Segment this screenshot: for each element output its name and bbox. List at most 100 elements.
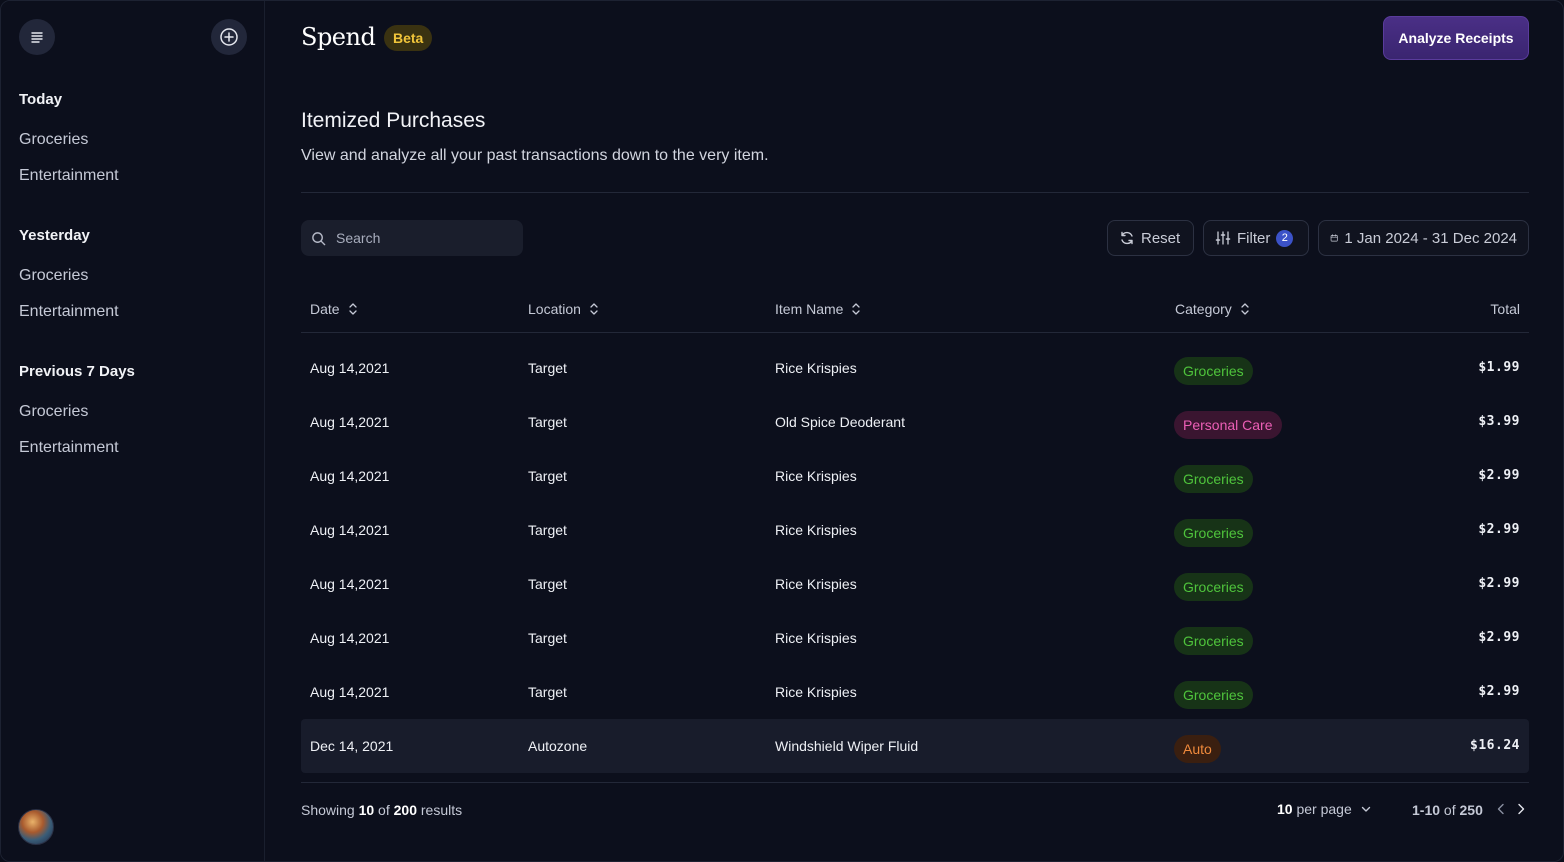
per-page-select[interactable]: 10 per page <box>1277 801 1372 817</box>
cell-item-name: Rice Krispies <box>775 684 857 700</box>
filter-count-badge: 2 <box>1276 229 1294 247</box>
search-input[interactable] <box>336 230 496 246</box>
table-row[interactable]: Aug 14,2021 Target Rice Krispies Groceries $… <box>301 557 1529 611</box>
cell-location: Target <box>528 468 567 484</box>
filter-label: Filter <box>1237 229 1271 247</box>
column-header-date[interactable]: Date <box>310 301 358 317</box>
cell-total: $2.99 <box>1478 468 1520 483</box>
table-body: Aug 14,2021 Target Rice Krispies Groceries $… <box>301 333 1529 773</box>
column-label: Category <box>1175 301 1232 317</box>
avatar[interactable] <box>18 809 54 845</box>
menu-button[interactable] <box>19 19 55 55</box>
cell-total: $3.99 <box>1478 414 1520 429</box>
reset-button[interactable]: Reset <box>1107 220 1194 256</box>
showing-count: 10 <box>358 802 375 818</box>
column-header-category[interactable]: Category <box>1175 301 1250 317</box>
table-divider <box>301 782 1529 783</box>
refresh-icon <box>1121 231 1133 245</box>
column-label: Total <box>1490 301 1520 317</box>
showing-prefix: Showing <box>301 802 359 818</box>
cell-location: Autozone <box>528 738 588 754</box>
cell-item-name: Rice Krispies <box>775 576 857 592</box>
table-row[interactable]: Aug 14,2021 Target Rice Krispies Groceries $… <box>301 665 1529 719</box>
column-header-location[interactable]: Location <box>528 301 599 317</box>
sidebar-group-today: Today Groceries Entertainment <box>19 91 119 184</box>
cell-date: Aug 14,2021 <box>310 414 390 430</box>
sidebar-heading: Today <box>19 91 63 108</box>
cell-item-name: Old Spice Deoderant <box>775 414 905 430</box>
sort-icon <box>590 303 598 315</box>
cell-total: $2.99 <box>1478 684 1520 699</box>
sort-icon <box>1241 303 1249 315</box>
plus-circle-icon <box>220 28 238 46</box>
range-total: 250 <box>1459 802 1483 818</box>
category-badge: Auto <box>1174 735 1221 763</box>
menu-icon <box>31 32 43 43</box>
table-row[interactable]: Aug 14,2021 Target Rice Krispies Groceries $… <box>301 341 1529 395</box>
purchases-table: Date Location Item Name Category Total A… <box>301 287 1529 773</box>
sidebar-item-groceries[interactable]: Groceries <box>19 403 89 420</box>
category-badge: Groceries <box>1174 357 1253 385</box>
previous-page-button[interactable] <box>1495 802 1507 819</box>
per-page-label: per page <box>1296 801 1352 817</box>
category-badge: Groceries <box>1174 627 1253 655</box>
category-badge: Groceries <box>1174 465 1253 493</box>
sidebar-heading: Yesterday <box>19 227 90 244</box>
sort-icon <box>852 303 861 315</box>
range-of: of <box>1440 802 1460 818</box>
sidebar-group-previous-7-days: Previous 7 Days Groceries Entertainment <box>19 363 135 456</box>
filter-button[interactable]: Filter 2 <box>1203 220 1309 256</box>
table-row[interactable]: Aug 14,2021 Target Rice Krispies Groceries $… <box>301 503 1529 557</box>
cell-item-name: Rice Krispies <box>775 522 857 538</box>
column-header-total[interactable]: Total <box>1490 301 1520 317</box>
category-badge: Groceries <box>1174 573 1253 601</box>
cell-item-name: Rice Krispies <box>775 360 857 376</box>
sidebar-heading: Previous 7 Days <box>19 363 135 380</box>
sidebar-item-entertainment[interactable]: Entertainment <box>19 303 119 320</box>
cell-location: Target <box>528 414 567 430</box>
cell-item-name: Rice Krispies <box>775 630 857 646</box>
table-row[interactable]: Aug 14,2021 Target Rice Krispies Groceries $… <box>301 449 1529 503</box>
cell-location: Target <box>528 360 567 376</box>
range-value: 1-10 <box>1412 802 1441 818</box>
per-page-value: 10 <box>1277 801 1293 817</box>
table-row[interactable]: Aug 14,2021 Target Old Spice Deoderant Pers… <box>301 395 1529 449</box>
next-page-button[interactable] <box>1515 802 1527 819</box>
column-label: Item Name <box>775 301 844 317</box>
showing-total: 200 <box>393 802 417 818</box>
cell-date: Aug 14,2021 <box>310 522 390 538</box>
cell-total: $2.99 <box>1478 576 1520 591</box>
page-range: 1-10 of 250 <box>1412 802 1483 818</box>
cell-date: Aug 14,2021 <box>310 576 390 592</box>
page-subtitle: View and analyze all your past transacti… <box>301 147 769 164</box>
cell-location: Target <box>528 522 567 538</box>
table-row[interactable]: Aug 14,2021 Target Rice Krispies Groceries $… <box>301 611 1529 665</box>
calendar-icon <box>1330 234 1338 242</box>
new-item-button[interactable] <box>211 19 247 55</box>
divider <box>301 192 1529 193</box>
page-title: Itemized Purchases <box>301 109 486 132</box>
table-row[interactable]: Dec 14, 2021 Autozone Windshield Wiper Flu… <box>301 719 1529 773</box>
search-box[interactable] <box>301 220 523 256</box>
cell-location: Target <box>528 630 567 646</box>
beta-badge: Beta <box>384 25 433 51</box>
cell-date: Aug 14,2021 <box>310 630 390 646</box>
column-header-item-name[interactable]: Item Name <box>775 301 861 317</box>
cell-item-name: Rice Krispies <box>775 468 857 484</box>
chevron-down-icon <box>1361 806 1370 812</box>
table-header: Date Location Item Name Category Total <box>301 287 1529 333</box>
analyze-receipts-button[interactable]: Analyze Receipts <box>1383 16 1529 60</box>
cell-date: Aug 14,2021 <box>310 684 390 700</box>
cell-location: Target <box>528 684 567 700</box>
sort-icon <box>348 303 357 315</box>
results-summary: Showing 10 of 200 results <box>301 802 462 818</box>
column-label: Location <box>528 301 581 317</box>
sidebar-item-groceries[interactable]: Groceries <box>19 131 89 148</box>
date-range-picker[interactable]: 1 Jan 2024 - 31 Dec 2024 <box>1318 220 1529 256</box>
cell-item-name: Windshield Wiper Fluid <box>775 738 919 754</box>
sidebar-item-groceries[interactable]: Groceries <box>19 267 89 284</box>
sidebar-item-entertainment[interactable]: Entertainment <box>19 167 119 184</box>
cell-total: $2.99 <box>1478 630 1520 645</box>
sidebar-item-entertainment[interactable]: Entertainment <box>19 439 119 456</box>
